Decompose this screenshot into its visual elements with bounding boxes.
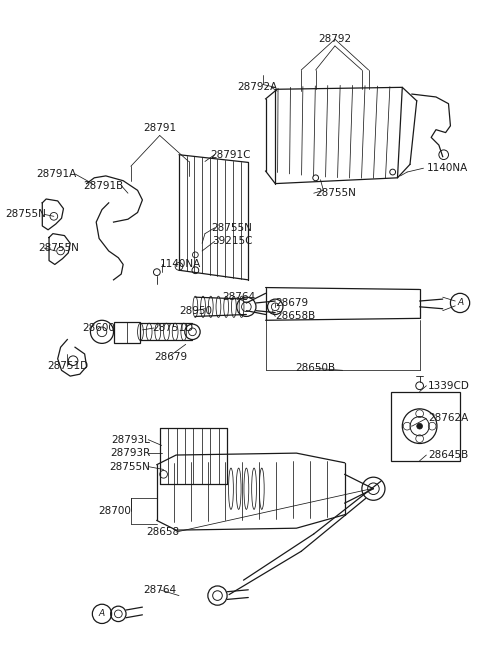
Text: 28762A: 28762A (428, 413, 468, 424)
Text: A: A (457, 299, 463, 307)
Text: 28792A: 28792A (237, 83, 277, 92)
Text: 28764: 28764 (222, 292, 255, 302)
Text: 1140NA: 1140NA (426, 163, 468, 173)
Circle shape (417, 423, 422, 429)
Text: 28645B: 28645B (428, 450, 468, 460)
Text: 28658B: 28658B (275, 311, 315, 322)
Text: 28792: 28792 (318, 34, 351, 44)
Bar (391, 392, 460, 461)
Text: 28764: 28764 (143, 585, 176, 595)
Text: A: A (99, 609, 105, 618)
Text: 28679: 28679 (155, 352, 188, 362)
Text: 28751D: 28751D (152, 323, 193, 333)
Text: 28793L: 28793L (111, 435, 150, 445)
Text: 28658: 28658 (146, 527, 179, 537)
Text: 28791C: 28791C (210, 150, 250, 160)
Bar (114, 322, 141, 343)
Text: 28950: 28950 (179, 306, 212, 316)
Text: 28650B: 28650B (296, 364, 336, 373)
Text: 1339CD: 1339CD (428, 381, 470, 391)
Text: 28793R: 28793R (110, 448, 150, 458)
Text: 28755N: 28755N (212, 223, 252, 233)
Text: 28791: 28791 (143, 122, 176, 133)
Text: 28755N: 28755N (109, 462, 150, 472)
Text: 28791A: 28791A (36, 169, 77, 179)
Text: 28791B: 28791B (83, 181, 123, 191)
Text: 28700: 28700 (98, 506, 131, 516)
Text: 28755N: 28755N (38, 243, 79, 253)
Text: 28600: 28600 (83, 323, 116, 333)
Text: 39215C: 39215C (212, 236, 252, 246)
Text: 28751D: 28751D (47, 362, 88, 371)
Text: 28679: 28679 (275, 298, 308, 308)
Text: 1140NA: 1140NA (160, 259, 201, 269)
Text: 28755N: 28755N (5, 210, 46, 219)
Text: 28755N: 28755N (316, 188, 357, 198)
